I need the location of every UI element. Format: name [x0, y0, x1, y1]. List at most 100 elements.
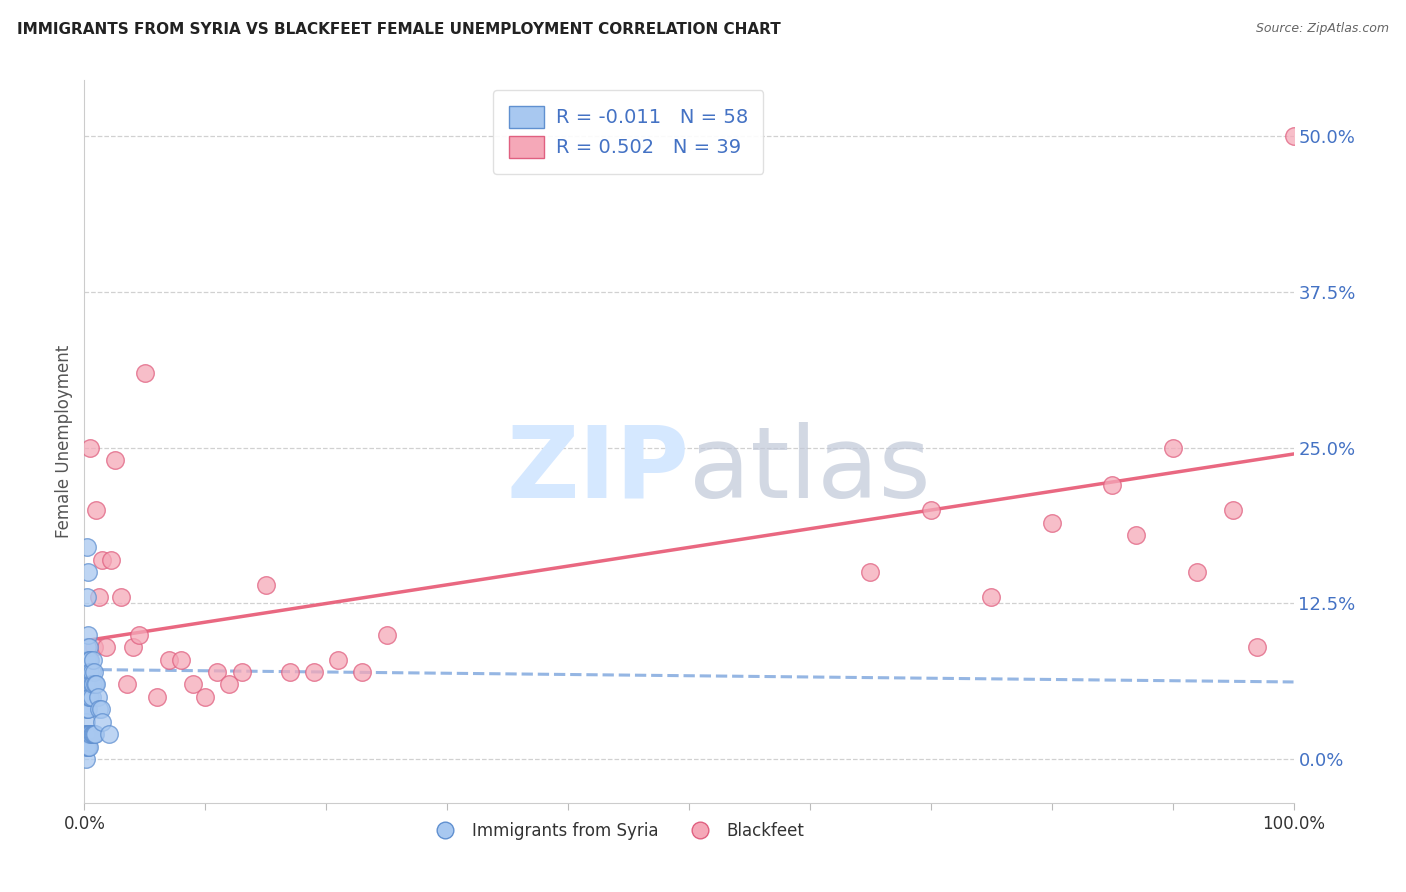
Point — [79, 441, 101, 455]
Point — [79, 652, 101, 666]
Point — [75, 739, 97, 754]
Point — [80, 665, 103, 679]
Point — [91, 553, 114, 567]
Point — [77, 652, 100, 666]
Point — [104, 453, 127, 467]
Point — [77, 739, 100, 754]
Point — [90, 702, 112, 716]
Point — [77, 640, 100, 654]
Point — [920, 503, 942, 517]
Point — [77, 566, 100, 580]
Point — [121, 640, 143, 654]
Point — [76, 702, 98, 716]
Point — [84, 677, 107, 691]
Point — [86, 677, 108, 691]
Point — [94, 640, 117, 654]
Point — [134, 366, 156, 380]
Point — [278, 665, 301, 679]
Text: IMMIGRANTS FROM SYRIA VS BLACKFEET FEMALE UNEMPLOYMENT CORRELATION CHART: IMMIGRANTS FROM SYRIA VS BLACKFEET FEMAL… — [17, 22, 780, 37]
Point — [859, 566, 882, 580]
Point — [1125, 528, 1147, 542]
Point — [79, 727, 101, 741]
Point — [181, 677, 204, 691]
Point — [75, 677, 97, 691]
Point — [83, 640, 105, 654]
Point — [76, 739, 98, 754]
Point — [980, 591, 1002, 605]
Point — [77, 727, 100, 741]
Point — [75, 714, 97, 729]
Point — [75, 752, 97, 766]
Point — [328, 652, 350, 666]
Point — [1246, 640, 1268, 654]
Point — [77, 677, 100, 691]
Point — [128, 627, 150, 641]
Point — [254, 578, 277, 592]
Point — [83, 665, 105, 679]
Text: Source: ZipAtlas.com: Source: ZipAtlas.com — [1256, 22, 1389, 36]
Point — [77, 690, 100, 704]
Point — [302, 665, 325, 679]
Point — [75, 702, 97, 716]
Point — [80, 677, 103, 691]
Point — [82, 727, 104, 741]
Point — [1282, 129, 1305, 144]
Point — [84, 727, 107, 741]
Point — [86, 690, 108, 704]
Point — [157, 652, 180, 666]
Point — [1040, 516, 1063, 530]
Point — [75, 727, 97, 741]
Point — [375, 627, 398, 641]
Point — [1101, 478, 1123, 492]
Y-axis label: Female Unemployment: Female Unemployment — [55, 345, 73, 538]
Point — [1222, 503, 1244, 517]
Point — [82, 652, 104, 666]
Point — [75, 690, 97, 704]
Point — [79, 690, 101, 704]
Point — [207, 665, 229, 679]
Point — [77, 739, 100, 754]
Point — [146, 690, 169, 704]
Point — [77, 627, 100, 641]
Point — [76, 690, 98, 704]
Point — [79, 665, 101, 679]
Point — [76, 591, 98, 605]
Point — [231, 665, 253, 679]
Point — [76, 727, 98, 741]
Point — [77, 677, 100, 691]
Point — [97, 727, 120, 741]
Point — [77, 652, 100, 666]
Point — [77, 665, 100, 679]
Text: ZIP: ZIP — [506, 422, 689, 519]
Point — [77, 727, 100, 741]
Point — [91, 714, 114, 729]
Point — [75, 665, 97, 679]
Point — [75, 727, 97, 741]
Point — [352, 665, 374, 679]
Point — [79, 677, 101, 691]
Point — [194, 690, 217, 704]
Point — [1185, 566, 1208, 580]
Point — [77, 702, 100, 716]
Point — [100, 553, 122, 567]
Point — [170, 652, 193, 666]
Point — [75, 739, 97, 754]
Point — [115, 677, 138, 691]
Point — [110, 591, 132, 605]
Point — [76, 640, 98, 654]
Point — [87, 591, 110, 605]
Point — [86, 503, 108, 517]
Point — [82, 677, 104, 691]
Point — [77, 690, 100, 704]
Point — [83, 727, 105, 741]
Point — [1161, 441, 1184, 455]
Point — [76, 541, 98, 555]
Legend: Immigrants from Syria, Blackfeet: Immigrants from Syria, Blackfeet — [420, 814, 813, 848]
Point — [77, 665, 100, 679]
Point — [218, 677, 240, 691]
Point — [76, 677, 98, 691]
Point — [76, 652, 98, 666]
Text: atlas: atlas — [689, 422, 931, 519]
Point — [80, 690, 103, 704]
Point — [80, 727, 103, 741]
